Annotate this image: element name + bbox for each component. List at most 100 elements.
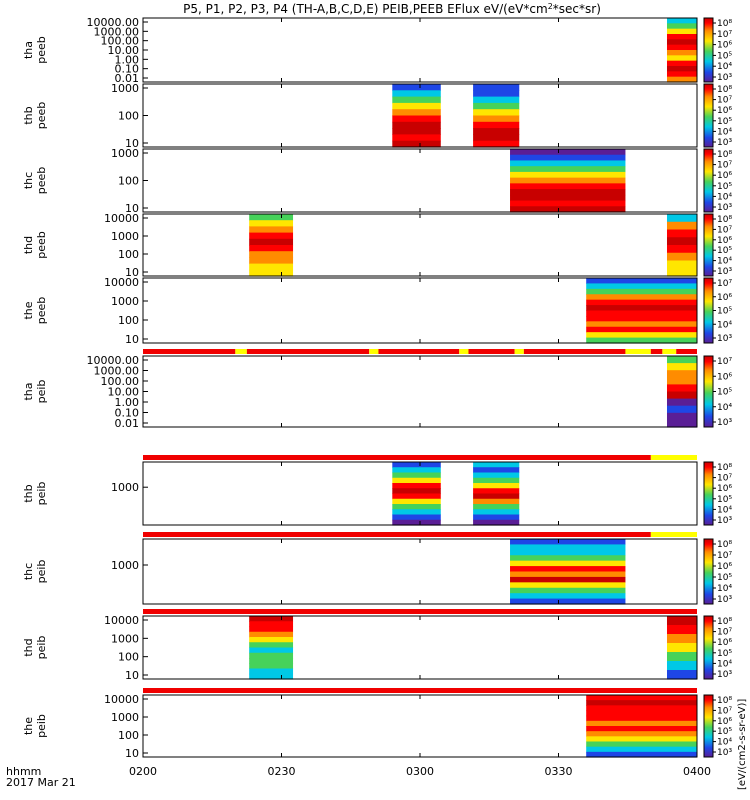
spectrogram-cell (473, 467, 520, 474)
colorbar-tick-label: 10⁴ (717, 505, 732, 515)
spectrogram-cell (392, 109, 441, 117)
plot-area (143, 616, 697, 679)
spectrogram-cell (666, 661, 697, 671)
spectrogram-cell (473, 115, 520, 123)
colorbar-tick-label: 10³ (717, 516, 732, 526)
y-tick-label: 1000 (111, 147, 139, 160)
flag-segment (143, 349, 236, 354)
y-tick-label: 1000 (111, 481, 139, 494)
spectrogram-cell (666, 252, 697, 262)
spectrogram-cell (392, 102, 441, 110)
spectrogram-cell (666, 634, 697, 644)
y-tick-label: 10000 (104, 276, 139, 289)
colorbar (704, 695, 713, 757)
spectrogram-cell (666, 76, 697, 83)
spectrogram-cell (249, 652, 294, 659)
spectrogram-cell (586, 715, 697, 722)
spectrogram-cell (586, 720, 697, 727)
y-tick-label: 10 (125, 137, 139, 150)
colorbar-tick-label: 10⁷ (717, 706, 732, 716)
spectrogram-cell (392, 128, 441, 135)
colorbar-tick-label: 10³ (717, 670, 732, 680)
spectrogram-cell (666, 391, 697, 400)
panel-label-probe: thd (22, 638, 35, 656)
spectrogram-cell (249, 220, 294, 227)
colorbar-tick-label: 10⁷ (717, 628, 732, 638)
spectrogram-cell (666, 66, 697, 72)
spectrogram-cell (510, 539, 626, 546)
colorbar-tick-label: 10⁴ (717, 127, 732, 137)
y-tick-label: 0.01 (115, 72, 140, 85)
spectrogram-cell (666, 384, 697, 393)
spectrogram-cell (586, 278, 697, 285)
panel-label-probe: thc (22, 172, 35, 189)
spectrogram-cell (586, 288, 697, 295)
spectrogram-cell (666, 260, 697, 269)
y-tick-label: 10.00 (108, 44, 140, 57)
flag-segment (143, 455, 651, 460)
spectrogram-cell (510, 555, 626, 562)
panel-label-product: peeb (35, 167, 48, 195)
y-tick-label: 10 (125, 266, 139, 279)
colorbar (704, 356, 713, 427)
spectrogram-cell (510, 149, 626, 156)
spectrogram-cell (473, 493, 520, 500)
chart-title-sup: 2 (548, 2, 553, 11)
x-label-date: 2017 Mar 21 (6, 776, 76, 789)
spectrogram-cell (473, 121, 520, 129)
colorbar-tick-label: 10³ (717, 595, 732, 605)
spectrogram-cell (473, 90, 520, 98)
spectrogram-cell (473, 509, 520, 516)
spectrogram-cell (473, 504, 520, 510)
colorbar-tick-label: 10⁵ (717, 246, 732, 256)
spectrogram-cell (510, 549, 626, 556)
spectrogram-cell (586, 332, 697, 339)
panel-label-product: peib (35, 380, 48, 404)
spectrogram-cell (249, 226, 294, 234)
y-tick-label: 1000 (111, 711, 139, 724)
y-tick-label: 10000 (104, 693, 139, 706)
spectrogram-cell (510, 177, 626, 184)
colorbar-tick-label: 10³ (717, 334, 732, 344)
colorbar-frame (703, 694, 714, 758)
spectrogram-cell (586, 751, 697, 758)
y-tick-label: 100 (118, 729, 139, 742)
spectrogram-cell (510, 566, 626, 573)
colorbar-tick-label: 10⁸ (717, 463, 732, 473)
y-tick-label: 100.00 (101, 35, 140, 48)
colorbar-tick-label: 10⁷ (717, 225, 732, 235)
spectrogram-cell (392, 467, 441, 474)
spectrogram-cell (249, 658, 294, 664)
panel-label-probe: thd (22, 236, 35, 254)
y-tick-label: 0.01 (115, 417, 140, 430)
spectrogram-cell (586, 337, 697, 344)
spectrogram-cell (666, 44, 697, 51)
spectrogram-cell (510, 160, 626, 167)
spectrogram-cell (666, 670, 697, 680)
colorbar-tick-label: 10⁷ (717, 161, 732, 171)
colorbar-frame (703, 615, 714, 680)
y-tick-label: 10 (125, 747, 139, 760)
colorbar-tick-label: 10⁸ (717, 617, 732, 627)
colorbar-tick-label: 10⁴ (717, 257, 732, 267)
spectrogram-cell (392, 96, 441, 104)
colorbar-tick-label: 10⁶ (717, 638, 732, 648)
flag-segment (235, 349, 247, 354)
spectrogram-cell (249, 642, 294, 649)
colorbar-frame (703, 538, 714, 605)
spectrogram-cell (666, 398, 697, 407)
spectrogram-cell (473, 84, 520, 91)
x-tick-label: 0230 (268, 765, 296, 778)
colorbar-tick-label: 10⁴ (717, 659, 732, 669)
colorbar-tick-label: 10⁵ (717, 117, 732, 127)
y-tick-label: 1000.00 (94, 365, 140, 378)
spectrogram-cell (666, 405, 697, 414)
spectrogram-cell (666, 616, 697, 626)
colorbar-tick-label: 10⁵ (717, 307, 732, 317)
flag-segment (650, 349, 663, 354)
colorbar-tick-label: 10⁴ (717, 62, 732, 72)
